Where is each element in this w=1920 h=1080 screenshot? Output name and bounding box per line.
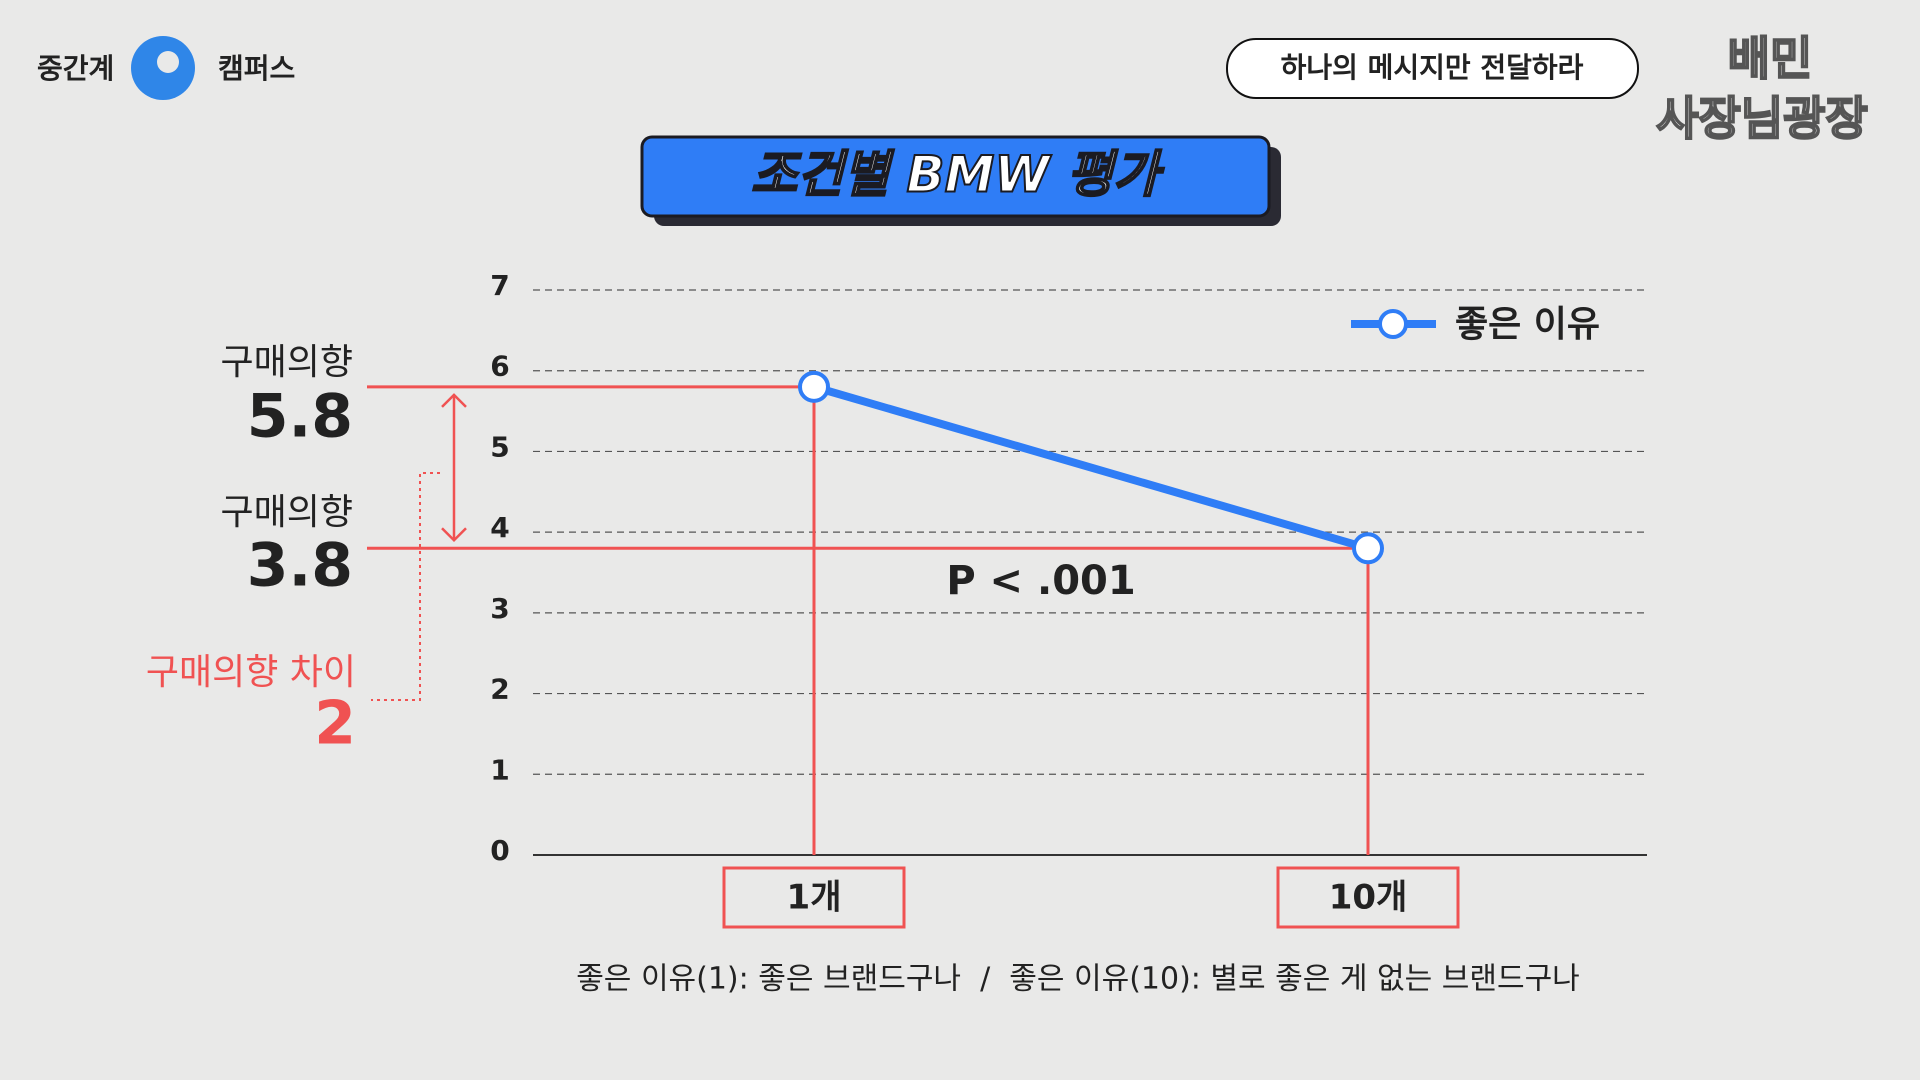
arrow-head [441, 393, 467, 543]
annotation-label: 구매의향 [221, 492, 353, 533]
brand-right: 캠퍼스 [218, 52, 295, 85]
y-tick-label: 7 [490, 269, 509, 302]
y-tick-label: 6 [490, 350, 509, 383]
header-pill [1226, 38, 1639, 99]
annotation-label: 구매의향 차이 [146, 652, 356, 693]
corner-logo-top: 배민 [1728, 32, 1813, 86]
point [1352, 532, 1384, 565]
corner-logo-bottom: 사장님광장 [1656, 92, 1868, 146]
y-tick-label: 0 [490, 834, 509, 867]
point [798, 370, 830, 403]
annotation-value: 5.8 [247, 382, 353, 452]
annotation-value: 3.8 [247, 531, 353, 601]
legend-marker [1378, 309, 1408, 339]
line [812, 383, 1370, 553]
y-tick-label: 1 [490, 753, 509, 786]
y-tick-label: 3 [490, 592, 509, 625]
stat-text: P < .001 [946, 558, 1135, 604]
x-tick-label: 10개 [1329, 878, 1408, 918]
category-box [722, 866, 906, 929]
y-tick-label: 2 [490, 673, 509, 706]
legend-label: 좋은 이유 [1455, 304, 1600, 345]
brand-logo-hole [157, 51, 179, 73]
category-box [1276, 866, 1460, 929]
x-tick-label: 1개 [787, 878, 842, 918]
brand-left: 중간계 [37, 52, 114, 85]
annotation-label: 구매의향 [221, 342, 353, 383]
footnote: 좋은 이유(1): 좋은 브랜드구나 / 좋은 이유(10): 별로 좋은 게 … [576, 962, 1580, 997]
annotation-value: 2 [314, 689, 356, 759]
y-tick-label: 4 [490, 511, 509, 544]
header-text: 하나의 메시지만 전달하라 [1281, 51, 1584, 84]
chart-title: 조건별 BMW 평가 [751, 146, 1165, 204]
dotted-bracket [371, 472, 440, 701]
title-box [640, 135, 1271, 218]
y-tick-label: 5 [490, 430, 509, 463]
